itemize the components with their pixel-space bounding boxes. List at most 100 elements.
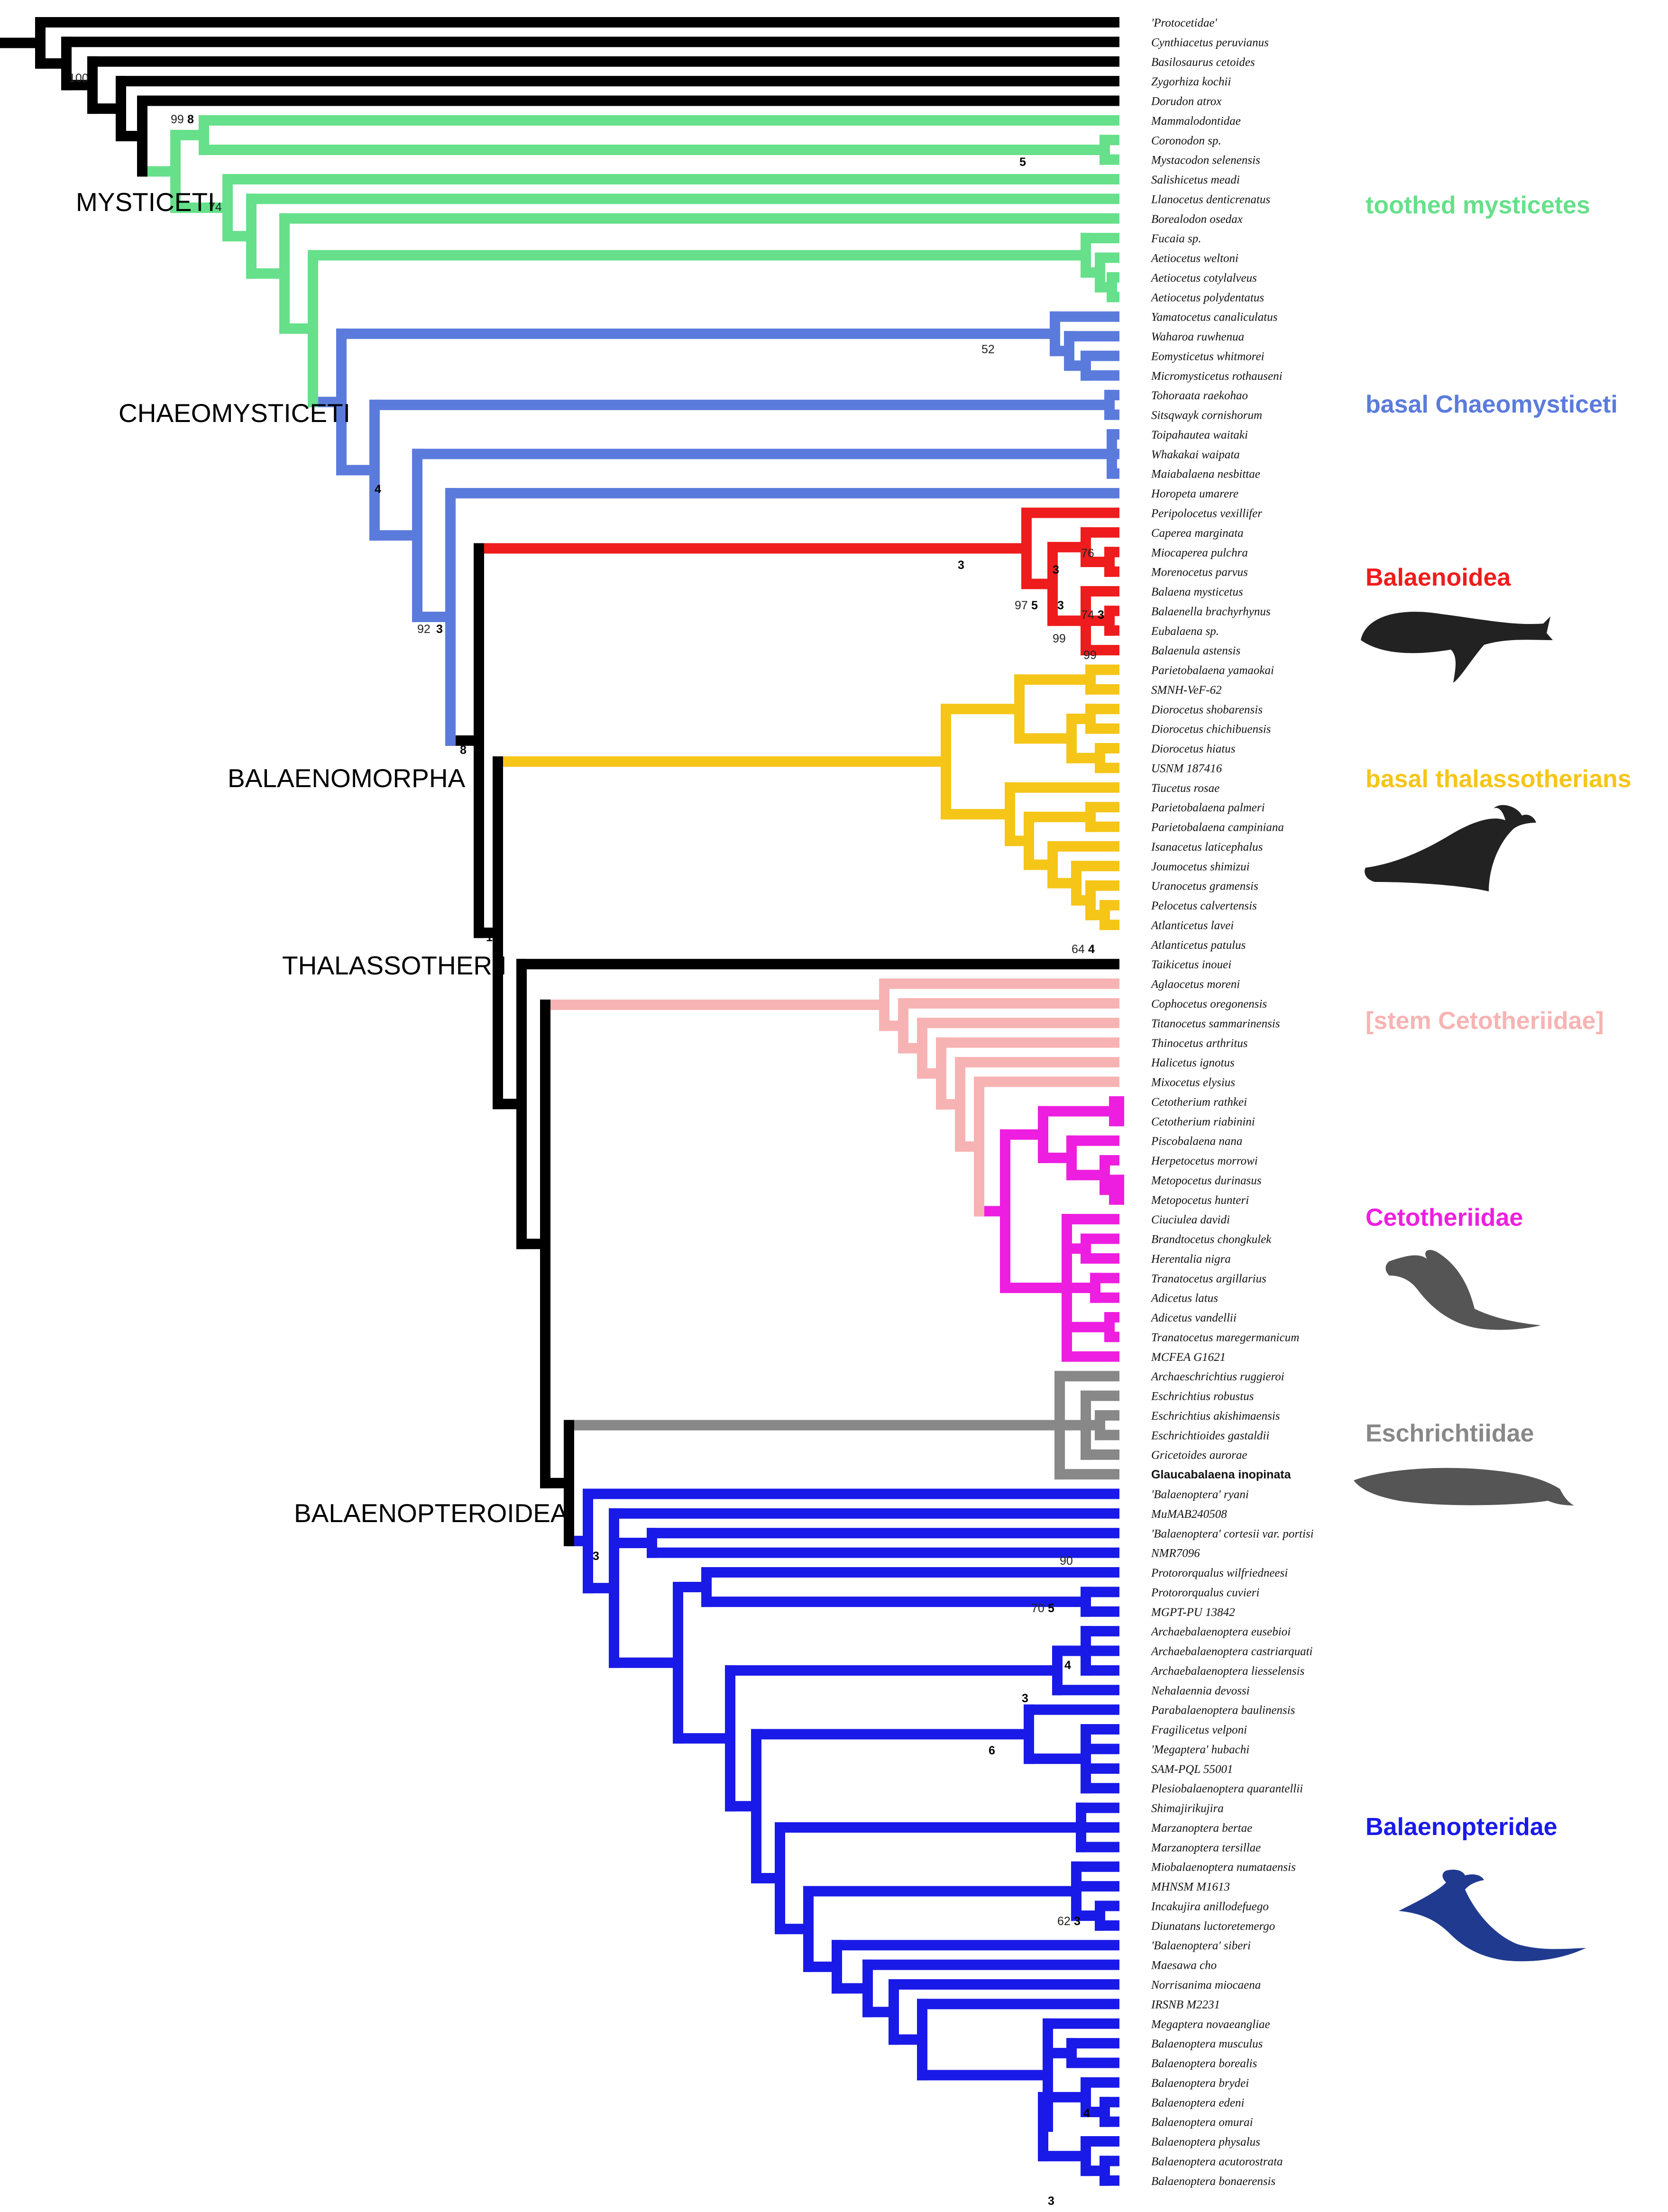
bremer-support-value: 3 [1022,1692,1028,1705]
taxon-label: Marzanoptera bertae [1151,1822,1252,1835]
cetothere-whale-icon [1385,1249,1541,1330]
taxon-label: Aetiocetus cotylalveus [1150,272,1257,285]
taxon-label: Uranocetus gramensis [1151,880,1258,893]
bremer-support-value: 3 [1074,1915,1081,1928]
taxon-label: Plesiobalaenoptera quarantellii [1151,1782,1303,1795]
bremer-support-value: 3 [958,559,964,572]
taxon-label: Herentalia nigra [1151,1253,1231,1266]
bootstrap-support-value: 70 [1031,1602,1045,1615]
bremer-support-value: 5 [1019,156,1026,169]
taxon-labels: 'Protocetidae' Cynthiacetus peruvianus Bas… [1150,17,1314,2188]
taxon-label: Cetotherium riabinini [1151,1115,1255,1128]
taxon-label: Balaenoptera brydei [1151,2077,1249,2090]
taxon-label: Zygorhiza kochii [1151,75,1231,88]
bremer-support-value: 4 [1083,2107,1090,2120]
taxon-label: Nehalaennia devossi [1151,1684,1250,1697]
taxon-label: Joumocetus shimizui [1151,860,1250,873]
group-label-eschrichtiidae: Eschrichtiidae [1366,1420,1534,1447]
taxon-label: Eubalaena sp. [1151,625,1219,638]
clade-rank-label: BALAENOMORPHA [228,763,466,793]
taxon-label: Fragilicetus velponi [1151,1724,1247,1736]
clade-rank-label: MYSTICETI [76,187,215,217]
bremer-support-value: 3 [1048,2194,1054,2208]
taxon-label: Maesawa cho [1151,1959,1217,1972]
group-label-basal-chaeomysticeti: basal Chaeomysticeti [1366,391,1618,418]
taxon-label: IRSNB M2231 [1151,1998,1220,2011]
taxon-label: NMR7096 [1151,1547,1200,1560]
taxon-label: Llanocetus denticrenatus [1151,193,1270,206]
taxon-label: MGPT-PU 13842 [1151,1606,1235,1619]
humpback-whale-icon [1399,1870,1586,1962]
bremer-support-value: 8 [460,743,467,757]
taxon-label: Atlanticetus lavei [1150,919,1234,932]
bootstrap-support-value: 99 [171,113,184,126]
taxon-label: Borealodon osedax [1151,213,1243,226]
bremer-support-value: 3 [593,1550,599,1563]
taxon-label: Balaenoptera musculus [1151,2038,1263,2050]
taxon-label: Peripolocetus vexillifer [1151,507,1262,520]
bremer-support-value: 5 [1031,599,1038,612]
bootstrap-support-value: 76 [1081,547,1094,560]
bremer-support-value: 8 [187,113,194,126]
taxon-label: Maiabalaena nesbittae [1151,468,1260,481]
taxon-label: Brandtocetus chongkulek [1151,1233,1272,1246]
bootstrap-support-value: 62 [1057,1915,1071,1928]
taxon-label: Protororqualus cuvieri [1151,1586,1260,1599]
taxon-label: Yamatocetus canaliculatus [1151,311,1277,324]
gray-whale-icon [1354,1468,1574,1505]
taxon-label: Diorocetus shobarensis [1151,703,1263,716]
taxon-label: Balaenella brachyrhynus [1151,605,1271,618]
breaching-whale-icon [1365,805,1536,891]
taxon-label: Fucaia sp. [1151,232,1201,245]
taxon-label: Horopeta umarere [1151,487,1238,500]
group-labels: toothed mysticetes basal Chaeomysticeti … [1366,192,1631,1841]
taxon-label: Megaptera novaeangliae [1151,2018,1270,2031]
taxon-label: Archaebalaenoptera eusebioi [1150,1625,1291,1638]
taxon-label: Miobalaenoptera numataensis [1151,1861,1296,1874]
taxon-label: Cophocetus oregonensis [1151,998,1267,1010]
taxon-label: Miocaperea pulchra [1151,546,1248,559]
clade-rank-label: CHAEOMYSTICETI [119,398,350,428]
taxon-label: Basilosaurus cetoides [1151,56,1255,69]
taxon-label: Mammalodontidae [1151,115,1241,128]
clade-rank-labels: MYSTICETI CHAEOMYSTICETI BALAENOMORPHA T… [76,187,568,1528]
taxon-label: Dorudon atrox [1151,95,1221,108]
taxon-label: MHNSM M1613 [1151,1881,1230,1893]
taxon-label: Balaenoptera borealis [1151,2057,1257,2070]
taxon-label: SAM-PQL 55001 [1151,1763,1233,1776]
tree-branches [0,17,1124,2186]
taxon-label: Diunatans luctoretemergo [1151,1920,1275,1933]
taxon-label: Incakujira anillodefuego [1151,1900,1269,1913]
taxon-label: Tiucetus rosae [1151,782,1219,795]
bremer-support-value: 4 [375,483,381,496]
taxon-label: Adicetus latus [1150,1292,1218,1305]
bootstrap-support-value: 74 [209,201,222,214]
group-label-toothed-mysticetes: toothed mysticetes [1366,192,1590,219]
taxon-label: Gricetoides aurorae [1151,1449,1247,1462]
taxon-label: Toipahautea waitaki [1151,429,1248,441]
taxon-label: Salishicetus meadi [1151,174,1240,186]
taxon-label: Diorocetus chichibuensis [1151,723,1271,736]
bremer-support-value: 6 [989,1744,995,1757]
taxon-label: MuMAB240508 [1151,1508,1227,1521]
taxon-label: Balaenoptera physalus [1151,2136,1260,2148]
bootstrap-support-value: 99 [1083,649,1097,662]
taxon-label: Eschrichtius akishimaensis [1151,1410,1280,1423]
taxon-label: Piscobalaena nana [1151,1135,1242,1148]
taxon-label: Cetotherium rathkei [1151,1096,1247,1109]
bootstrap-support-value: 92 [417,623,431,636]
bootstrap-support-value: 97 [1015,599,1028,612]
taxon-label: Adicetus vandellii [1150,1312,1237,1324]
taxon-label: Balaenoptera edeni [1151,2096,1245,2109]
taxon-label: 'Balaenoptera' siberi [1151,1939,1251,1952]
taxon-label: Balaenoptera acutorostrata [1151,2155,1283,2168]
taxon-label: Parietobalaena yamaokai [1151,664,1274,677]
taxon-label: SMNH-VeF-62 [1151,684,1222,697]
taxon-label: Taikicetus inouei [1151,958,1231,971]
taxon-label: 'Balaenoptera' ryani [1151,1488,1249,1501]
group-label-cetotheriidae: Cetotheriidae [1366,1204,1523,1231]
taxon-label: Mystacodon selenensis [1151,154,1260,167]
taxon-label: Aglaocetus moreni [1150,978,1240,991]
bootstrap-support-value: 90 [1060,1554,1073,1568]
